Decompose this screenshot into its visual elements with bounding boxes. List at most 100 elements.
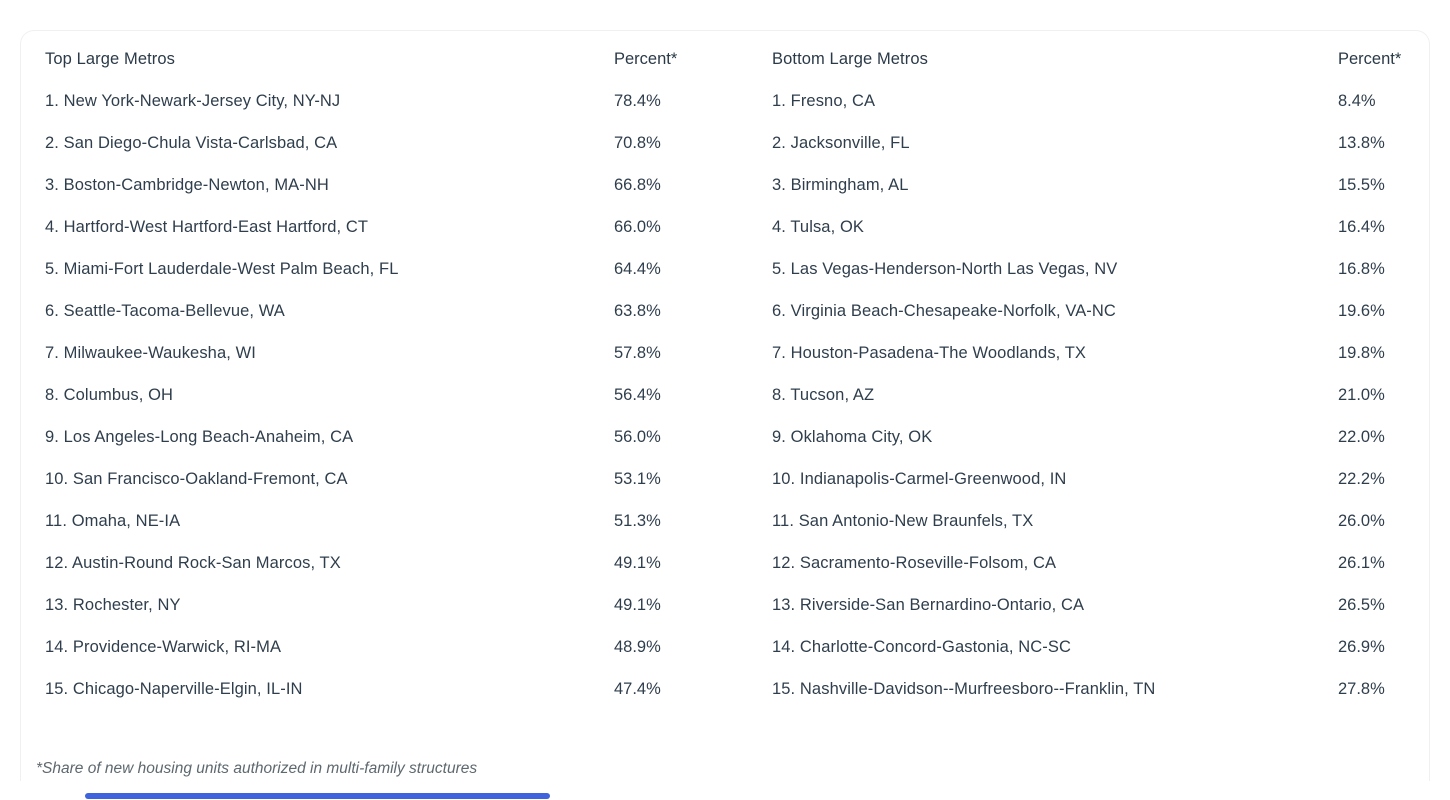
metro-percent: 63.8% [614,301,661,320]
metro-percent: 13.8% [1338,133,1385,152]
metro-name: 11. Omaha, NE-IA [45,511,181,530]
metro-percent: 51.3% [614,511,661,530]
metro-name: 1. Fresno, CA [772,91,876,110]
bottom-table-rows: 1. Fresno, CA 8.4% 2. Jacksonville, FL 13.8… [772,80,1410,710]
metro-name: 2. San Diego-Chula Vista-Carlsbad, CA [45,133,338,152]
bottom-table-percent-header: Percent* [1338,49,1402,68]
metro-percent: 19.6% [1338,301,1385,320]
table-row: 13. Riverside-San Bernardino-Ontario, CA… [772,584,1410,626]
horizontal-scrollbar-thumb[interactable] [85,793,550,799]
metro-name: 3. Birmingham, AL [772,175,909,194]
table-row: 14. Charlotte-Concord-Gastonia, NC-SC 26.… [772,626,1410,668]
table-row: 4. Tulsa, OK 16.4% [772,206,1410,248]
table-row: 12. Austin-Round Rock-San Marcos, TX 49.1… [45,542,772,584]
metro-percent: 47.4% [614,679,661,698]
metro-name: 1. New York-Newark-Jersey City, NY-NJ [45,91,341,110]
top-table-header-row: Top Large Metros Percent* [45,38,772,80]
metro-tables: Top Large Metros Percent* 1. New York-Ne… [45,38,1410,710]
metro-name: 14. Providence-Warwick, RI-MA [45,637,282,656]
metro-percent: 56.4% [614,385,661,404]
metro-name: 6. Virginia Beach-Chesapeake-Norfolk, VA… [772,301,1116,320]
metro-percent: 70.8% [614,133,661,152]
metro-name: 9. Los Angeles-Long Beach-Anaheim, CA [45,427,354,446]
table-row: 12. Sacramento-Roseville-Folsom, CA 26.1% [772,542,1410,584]
metro-name: 8. Tucson, AZ [772,385,875,404]
table-row: 15. Nashville-Davidson--Murfreesboro--Fr… [772,668,1410,710]
table-row: 13. Rochester, NY 49.1% [45,584,772,626]
table-row: 5. Las Vegas-Henderson-North Las Vegas, … [772,248,1410,290]
table-row: 7. Milwaukee-Waukesha, WI 57.8% [45,332,772,374]
metro-percent: 26.0% [1338,511,1385,530]
metro-percent: 8.4% [1338,91,1376,110]
metro-name: 3. Boston-Cambridge-Newton, MA-NH [45,175,329,194]
metro-name: 13. Rochester, NY [45,595,181,614]
table-row: 2. San Diego-Chula Vista-Carlsbad, CA 70.… [45,122,772,164]
metro-percent: 21.0% [1338,385,1385,404]
metro-name: 6. Seattle-Tacoma-Bellevue, WA [45,301,285,320]
metro-percent: 57.8% [614,343,661,362]
metro-percent: 66.0% [614,217,661,236]
table-row: 11. San Antonio-New Braunfels, TX 26.0% [772,500,1410,542]
metro-percent: 49.1% [614,595,661,614]
table-row: 1. Fresno, CA 8.4% [772,80,1410,122]
table-row: 2. Jacksonville, FL 13.8% [772,122,1410,164]
table-row: 3. Birmingham, AL 15.5% [772,164,1410,206]
metro-percent: 53.1% [614,469,661,488]
top-table-rows: 1. New York-Newark-Jersey City, NY-NJ 78.… [45,80,772,710]
metro-name: 15. Nashville-Davidson--Murfreesboro--Fr… [772,679,1156,698]
metro-percent: 22.0% [1338,427,1385,446]
table-row: 10. San Francisco-Oakland-Fremont, CA 53.… [45,458,772,500]
table-row: 10. Indianapolis-Carmel-Greenwood, IN 22.… [772,458,1410,500]
metro-percent: 48.9% [614,637,661,656]
metro-percent: 27.8% [1338,679,1385,698]
metro-name: 13. Riverside-San Bernardino-Ontario, CA [772,595,1085,614]
metro-percent: 78.4% [614,91,661,110]
metro-name: 4. Tulsa, OK [772,217,864,236]
table-row: 4. Hartford-West Hartford-East Hartford,… [45,206,772,248]
metro-name: 15. Chicago-Naperville-Elgin, IL-IN [45,679,303,698]
metro-percent: 26.5% [1338,595,1385,614]
table-row: 14. Providence-Warwick, RI-MA 48.9% [45,626,772,668]
table-row: 1. New York-Newark-Jersey City, NY-NJ 78.… [45,80,772,122]
metro-name: 7. Milwaukee-Waukesha, WI [45,343,256,362]
metro-name: 12. Sacramento-Roseville-Folsom, CA [772,553,1057,572]
metro-name: 9. Oklahoma City, OK [772,427,933,446]
metro-percent: 15.5% [1338,175,1385,194]
metro-name: 8. Columbus, OH [45,385,174,404]
top-table-title: Top Large Metros [45,49,175,68]
table-row: 9. Oklahoma City, OK 22.0% [772,416,1410,458]
table-row: 7. Houston-Pasadena-The Woodlands, TX 19.… [772,332,1410,374]
table-row: 15. Chicago-Naperville-Elgin, IL-IN 47.4% [45,668,772,710]
metro-name: 7. Houston-Pasadena-The Woodlands, TX [772,343,1087,362]
metro-name: 2. Jacksonville, FL [772,133,910,152]
metro-percent: 19.8% [1338,343,1385,362]
metro-name: 5. Las Vegas-Henderson-North Las Vegas, … [772,259,1118,278]
metro-name: 14. Charlotte-Concord-Gastonia, NC-SC [772,637,1071,656]
metro-name: 10. San Francisco-Oakland-Fremont, CA [45,469,348,488]
table-row: 9. Los Angeles-Long Beach-Anaheim, CA 56.… [45,416,772,458]
bottom-large-metros-table: Bottom Large Metros Percent* 1. Fresno, … [772,38,1410,710]
metro-name: 12. Austin-Round Rock-San Marcos, TX [45,553,341,572]
bottom-table-header-row: Bottom Large Metros Percent* [772,38,1410,80]
table-row: 5. Miami-Fort Lauderdale-West Palm Beach… [45,248,772,290]
table-row: 3. Boston-Cambridge-Newton, MA-NH 66.8% [45,164,772,206]
metro-name: 4. Hartford-West Hartford-East Hartford,… [45,217,369,236]
metro-percent: 56.0% [614,427,661,446]
metro-percent: 66.8% [614,175,661,194]
metro-name: 11. San Antonio-New Braunfels, TX [772,511,1034,530]
table-row: 8. Tucson, AZ 21.0% [772,374,1410,416]
metro-percent: 26.9% [1338,637,1385,656]
metro-name: 5. Miami-Fort Lauderdale-West Palm Beach… [45,259,399,278]
metro-name: 10. Indianapolis-Carmel-Greenwood, IN [772,469,1067,488]
footnote: *Share of new housing units authorized i… [36,760,478,777]
metro-percent: 64.4% [614,259,661,278]
metro-percent: 16.8% [1338,259,1385,278]
table-row: 8. Columbus, OH 56.4% [45,374,772,416]
metro-percent: 16.4% [1338,217,1385,236]
metro-percent: 49.1% [614,553,661,572]
table-row: 11. Omaha, NE-IA 51.3% [45,500,772,542]
table-row: 6. Virginia Beach-Chesapeake-Norfolk, VA… [772,290,1410,332]
top-table-percent-header: Percent* [614,49,678,68]
metro-percent: 26.1% [1338,553,1385,572]
bottom-table-title: Bottom Large Metros [772,49,928,68]
